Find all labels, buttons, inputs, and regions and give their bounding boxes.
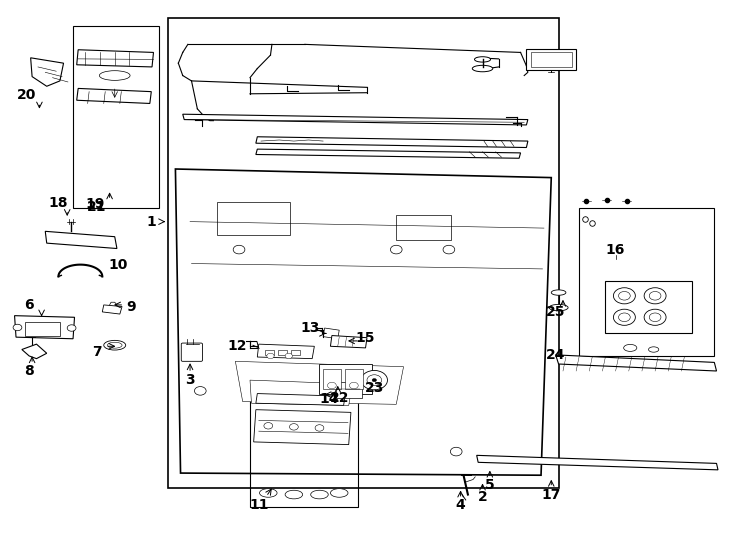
Circle shape (614, 309, 636, 325)
Text: 7: 7 (92, 345, 101, 359)
Bar (73, 25, 159, 208)
Circle shape (264, 423, 272, 429)
Bar (526, 49, 576, 70)
Text: 3: 3 (185, 373, 195, 387)
Bar (531, 52, 572, 67)
Text: 13: 13 (300, 321, 319, 335)
Polygon shape (46, 231, 117, 248)
Polygon shape (330, 335, 367, 348)
Text: 24: 24 (546, 348, 565, 362)
FancyBboxPatch shape (181, 343, 203, 361)
Polygon shape (175, 169, 551, 475)
Polygon shape (183, 114, 528, 125)
Text: 19: 19 (85, 198, 105, 212)
Bar (396, 215, 451, 240)
Bar (605, 281, 692, 333)
Circle shape (349, 382, 358, 389)
Ellipse shape (330, 489, 348, 497)
Bar (217, 202, 290, 235)
Bar (319, 364, 372, 394)
Circle shape (13, 324, 22, 330)
Polygon shape (556, 355, 716, 371)
Circle shape (267, 353, 274, 359)
Circle shape (644, 309, 666, 325)
Ellipse shape (310, 490, 328, 499)
Polygon shape (102, 305, 122, 314)
Circle shape (315, 425, 324, 431)
Text: 20: 20 (18, 89, 37, 103)
Ellipse shape (549, 305, 568, 311)
Text: 9: 9 (127, 300, 137, 314)
Ellipse shape (103, 340, 126, 350)
Text: 21: 21 (87, 200, 106, 214)
Polygon shape (77, 89, 151, 104)
Circle shape (619, 292, 631, 300)
Bar (345, 369, 363, 389)
Text: 15: 15 (356, 330, 375, 345)
Ellipse shape (99, 71, 130, 80)
Ellipse shape (107, 342, 122, 348)
Text: 25: 25 (546, 305, 565, 319)
Text: 4: 4 (456, 498, 465, 512)
Circle shape (289, 424, 298, 430)
Polygon shape (256, 137, 528, 147)
Polygon shape (22, 344, 47, 359)
Polygon shape (256, 394, 345, 406)
Text: 2: 2 (478, 490, 487, 504)
Text: 18: 18 (48, 196, 68, 210)
Ellipse shape (260, 489, 277, 497)
Text: 8: 8 (24, 364, 34, 378)
Circle shape (372, 379, 377, 382)
Text: 14: 14 (319, 392, 338, 406)
Bar (250, 381, 358, 508)
Circle shape (327, 382, 336, 389)
Polygon shape (236, 361, 404, 404)
Ellipse shape (624, 345, 637, 352)
Polygon shape (254, 410, 351, 444)
Text: 12: 12 (227, 339, 247, 353)
Polygon shape (323, 328, 339, 339)
Text: 5: 5 (485, 478, 495, 492)
Polygon shape (476, 455, 718, 470)
Circle shape (614, 288, 636, 304)
Ellipse shape (551, 290, 566, 295)
Text: 16: 16 (606, 242, 625, 256)
Bar (291, 349, 300, 355)
Bar (168, 17, 559, 488)
Ellipse shape (472, 65, 493, 72)
Bar (277, 349, 287, 355)
Bar (323, 369, 341, 389)
Circle shape (285, 353, 292, 359)
Text: 17: 17 (542, 488, 561, 502)
Text: 22: 22 (330, 391, 349, 405)
Bar (336, 382, 362, 398)
Bar (25, 322, 60, 335)
Polygon shape (256, 149, 520, 158)
Text: 1: 1 (146, 215, 156, 228)
Circle shape (644, 288, 666, 304)
Circle shape (367, 375, 382, 386)
Polygon shape (77, 50, 153, 67)
Circle shape (650, 313, 661, 322)
Polygon shape (250, 380, 352, 406)
Text: 6: 6 (24, 298, 34, 312)
Ellipse shape (474, 57, 490, 62)
Text: 11: 11 (249, 498, 269, 512)
Polygon shape (15, 316, 75, 339)
Text: 23: 23 (365, 381, 384, 395)
Ellipse shape (649, 347, 658, 352)
Circle shape (619, 313, 631, 322)
Polygon shape (31, 58, 64, 86)
Circle shape (361, 370, 388, 390)
Circle shape (650, 292, 661, 300)
Circle shape (68, 325, 76, 331)
Text: 10: 10 (109, 258, 128, 272)
Bar (265, 349, 274, 355)
Bar (579, 208, 714, 356)
Polygon shape (258, 344, 314, 359)
Ellipse shape (285, 490, 302, 499)
